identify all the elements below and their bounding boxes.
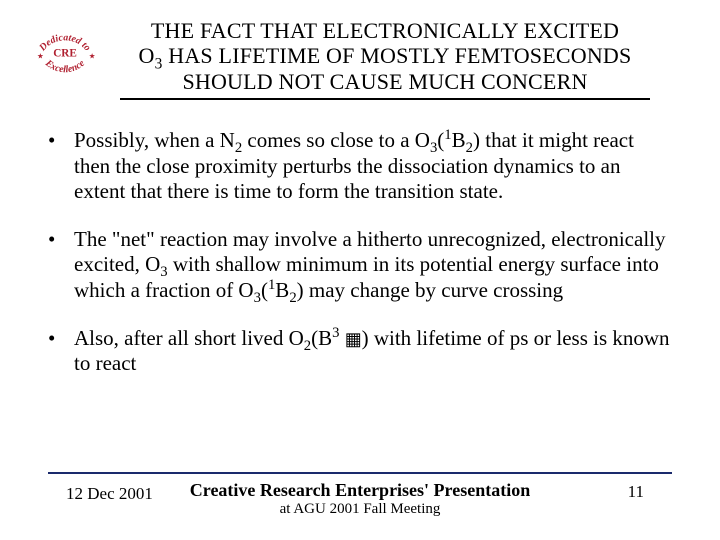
logo-center-text: CRE bbox=[53, 48, 77, 60]
title-l2-pre: O bbox=[139, 43, 155, 68]
bullet-text: Possibly, when a N2 comes so close to a … bbox=[74, 128, 672, 205]
bullet-marker: • bbox=[48, 227, 74, 304]
logo-bottom-text: Excellence bbox=[42, 57, 87, 75]
footer-date: 12 Dec 2001 bbox=[66, 484, 153, 504]
slide-footer: 12 Dec 2001 Creative Research Enterprise… bbox=[0, 472, 720, 518]
bullet-text: Also, after all short lived O2(B3 ▦) wit… bbox=[74, 326, 672, 377]
bullet-item: • Possibly, when a N2 comes so close to … bbox=[48, 128, 672, 205]
svg-text:★: ★ bbox=[89, 52, 96, 61]
title-underline bbox=[120, 98, 650, 100]
bullet-marker: • bbox=[48, 128, 74, 205]
bullet-item: • Also, after all short lived O2(B3 ▦) w… bbox=[48, 326, 672, 377]
svg-text:★: ★ bbox=[37, 52, 44, 61]
slide-body: • Possibly, when a N2 comes so close to … bbox=[0, 100, 720, 377]
bullet-text: The "net" reaction may involve a hithert… bbox=[74, 227, 672, 304]
footer-subtitle: at AGU 2001 Fall Meeting bbox=[190, 501, 530, 518]
title-line-1: THE FACT THAT ELECTRONICALLY EXCITED bbox=[110, 18, 660, 43]
svg-text:Excellence: Excellence bbox=[42, 57, 87, 75]
slide-header: Dedicated to Excellence CRE ★ ★ THE FACT… bbox=[0, 0, 720, 100]
footer-row: 12 Dec 2001 Creative Research Enterprise… bbox=[48, 480, 672, 518]
bullet-marker: • bbox=[48, 326, 74, 377]
title-l2-post: HAS LIFETIME OF MOSTLY FEMTOSECONDS bbox=[163, 43, 632, 68]
footer-rule bbox=[48, 472, 672, 474]
footer-page-number: 11 bbox=[628, 482, 644, 502]
bullet-item: • The "net" reaction may involve a hithe… bbox=[48, 227, 672, 304]
footer-title: Creative Research Enterprises' Presentat… bbox=[190, 480, 530, 501]
cre-logo: Dedicated to Excellence CRE ★ ★ bbox=[30, 18, 100, 88]
slide-title: THE FACT THAT ELECTRONICALLY EXCITED O3 … bbox=[110, 18, 690, 100]
footer-center: Creative Research Enterprises' Presentat… bbox=[190, 480, 530, 518]
title-l2-sub: 3 bbox=[155, 56, 163, 73]
title-line-2: O3 HAS LIFETIME OF MOSTLY FEMTOSECONDS bbox=[110, 43, 660, 68]
title-line-3: SHOULD NOT CAUSE MUCH CONCERN bbox=[110, 69, 660, 94]
